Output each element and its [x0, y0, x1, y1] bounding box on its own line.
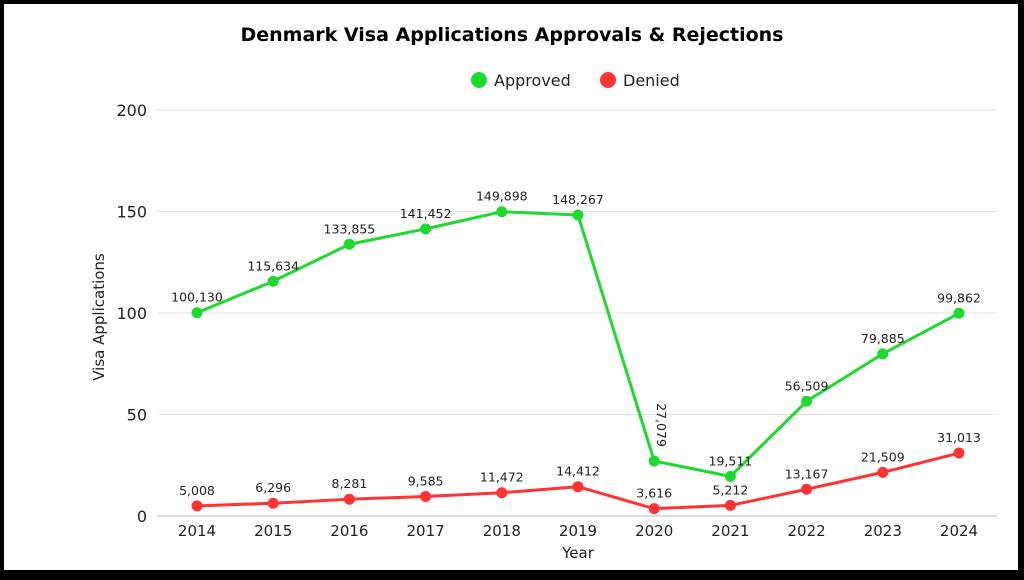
data-point-denied: [953, 447, 965, 459]
data-point-denied: [877, 466, 889, 478]
data-point-denied: [572, 481, 584, 493]
data-label-denied: 8,281: [332, 476, 368, 491]
legend: Approved Denied: [471, 71, 680, 90]
x-tick-label: 2021: [711, 522, 749, 540]
data-point-denied: [648, 503, 660, 515]
data-label-approved: 148,267: [552, 192, 604, 207]
data-point-approved: [953, 307, 965, 319]
data-point-approved: [572, 209, 584, 221]
data-label-approved: 19,511: [709, 453, 753, 468]
data-label-approved: 99,862: [937, 290, 981, 305]
legend-label-approved: Approved: [494, 71, 571, 90]
data-point-approved: [191, 307, 203, 319]
legend-marker-denied: [600, 72, 616, 88]
data-label-denied: 6,296: [255, 480, 291, 495]
line-chart: Denmark Visa Applications Approvals & Re…: [90, 24, 997, 562]
data-label-denied: 5,212: [713, 482, 749, 497]
y-tick-label: 0: [137, 507, 147, 526]
data-label-denied: 5,008: [179, 483, 215, 498]
data-point-denied: [420, 491, 432, 503]
data-point-denied: [267, 497, 279, 509]
data-label-approved: 27,079: [654, 403, 669, 447]
data-label-approved: 79,885: [861, 331, 905, 346]
y-tick-label: 150: [116, 203, 147, 222]
data-label-approved: 100,130: [171, 290, 223, 305]
data-label-denied: 11,472: [480, 470, 524, 485]
data-label-denied: 21,509: [861, 449, 905, 464]
x-tick-label: 2017: [407, 522, 445, 540]
x-tick-label: 2022: [788, 522, 826, 540]
data-label-approved: 149,898: [476, 189, 528, 204]
data-point-approved: [877, 348, 889, 360]
x-tick-label: 2018: [483, 522, 521, 540]
data-point-approved: [801, 395, 813, 407]
x-tick-label: 2016: [330, 522, 368, 540]
data-label-denied: 31,013: [937, 430, 981, 445]
y-tick-label: 50: [127, 406, 147, 425]
data-label-denied: 13,167: [785, 466, 829, 481]
data-point-denied: [343, 493, 355, 505]
y-axis-label: Visa Applications: [90, 253, 108, 381]
data-point-denied: [191, 500, 203, 512]
y-tick-label: 200: [116, 101, 147, 120]
x-tick-label: 2019: [559, 522, 597, 540]
x-tick-label: 2020: [635, 522, 673, 540]
data-label-denied: 3,616: [636, 486, 672, 501]
x-tick-label: 2024: [940, 522, 978, 540]
data-label-approved: 56,509: [785, 378, 829, 393]
y-tick-label: 100: [116, 304, 147, 323]
data-point-approved: [648, 455, 660, 467]
x-tick-label: 2023: [864, 522, 902, 540]
legend-marker-approved: [471, 72, 487, 88]
data-point-approved: [420, 223, 432, 235]
data-point-denied: [801, 483, 813, 495]
data-point-denied: [724, 499, 736, 511]
chart-title: Denmark Visa Applications Approvals & Re…: [241, 24, 784, 46]
data-label-approved: 115,634: [247, 258, 299, 273]
x-tick-label: 2014: [178, 522, 216, 540]
data-label-approved: 141,452: [400, 206, 452, 221]
data-point-approved: [724, 470, 736, 482]
x-tick-label: 2015: [254, 522, 292, 540]
data-point-approved: [267, 275, 279, 287]
chart-frame: Denmark Visa Applications Approvals & Re…: [4, 4, 1018, 570]
data-point-approved: [496, 206, 508, 218]
data-label-approved: 133,855: [324, 221, 376, 236]
series-line-approved: [196, 210, 960, 478]
x-axis-label: Year: [561, 544, 595, 562]
series-line-denied: [196, 451, 960, 511]
legend-label-denied: Denied: [623, 71, 680, 90]
data-label-denied: 9,585: [408, 474, 444, 489]
data-point-denied: [496, 487, 508, 499]
data-label-denied: 14,412: [556, 464, 600, 479]
data-point-approved: [343, 238, 355, 250]
